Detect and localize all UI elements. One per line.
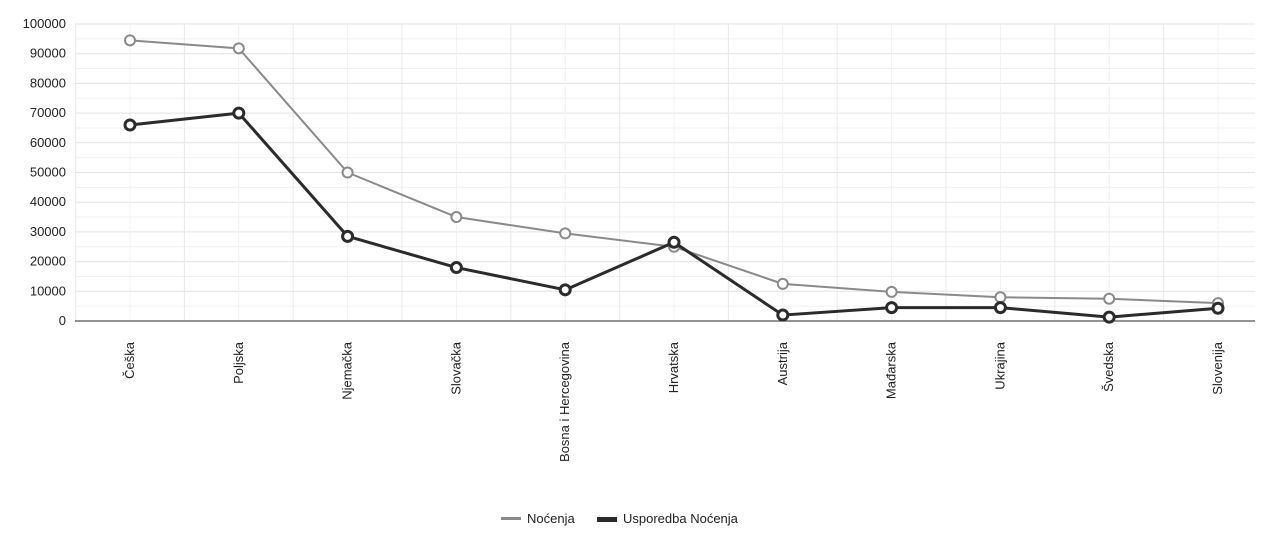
data-point[interactable] [232, 106, 246, 120]
legend-label[interactable]: Usporedba Noćenja [623, 511, 739, 526]
x-tick-label: Češka [122, 341, 137, 379]
legend-swatch [501, 517, 521, 520]
data-point[interactable] [341, 166, 354, 179]
x-tick-label: Ukrajina [992, 341, 1007, 389]
grid [75, 23, 1255, 322]
data-point[interactable] [885, 285, 898, 298]
y-tick-label: 60000 [30, 135, 66, 150]
data-point[interactable] [232, 42, 245, 55]
data-point[interactable] [124, 34, 136, 47]
data-point[interactable] [667, 235, 681, 249]
x-tick-label: Slovačka [448, 341, 463, 395]
y-tick-label: 90000 [30, 46, 66, 61]
y-tick-label: 80000 [30, 75, 66, 90]
y-tick-label: 40000 [30, 194, 66, 209]
data-point[interactable] [776, 277, 789, 290]
data-point[interactable] [341, 229, 355, 243]
legend-label[interactable]: Noćenja [527, 511, 575, 526]
x-tick-label: Njemačka [340, 341, 355, 400]
y-tick-label: 10000 [30, 283, 66, 298]
x-tick-label: Bosna i Hercegovina [557, 341, 572, 462]
y-axis: 0 10000 20000 30000 40000 50000 60000 70000 8000… [23, 16, 66, 328]
x-axis: Češka Poljska Njemačka Slovačka Bosna i Herc… [75, 320, 1255, 462]
data-point[interactable] [1103, 292, 1116, 305]
y-tick-label: 50000 [30, 165, 66, 180]
data-point[interactable] [123, 118, 137, 132]
data-point[interactable] [993, 301, 1007, 315]
x-tick-label: Švedska [1101, 341, 1116, 392]
x-tick-label: Slovenija [1210, 341, 1225, 395]
x-tick-label: Poljska [231, 341, 246, 384]
data-point[interactable] [885, 301, 899, 315]
data-point[interactable] [450, 211, 463, 224]
y-tick-label: 20000 [30, 254, 66, 269]
y-tick-label: 70000 [30, 105, 66, 120]
data-point[interactable] [559, 227, 572, 240]
data-point[interactable] [558, 283, 572, 297]
legend-swatch [597, 517, 617, 522]
data-point[interactable] [1211, 301, 1225, 315]
x-tick-label: Hrvatska [666, 341, 681, 393]
series-group [123, 34, 1225, 324]
y-tick-label: 0 [59, 313, 66, 328]
x-tick-label: Mađarska [884, 341, 899, 399]
y-tick-label: 30000 [30, 224, 66, 239]
data-point[interactable] [776, 308, 790, 322]
x-tick-label: Austrija [775, 341, 790, 385]
data-point[interactable] [1102, 310, 1116, 324]
data-point[interactable] [449, 261, 463, 275]
legend: Noćenja Usporedba Noćenja [501, 511, 739, 526]
y-tick-label: 100000 [23, 16, 66, 31]
data-point[interactable] [994, 291, 1007, 304]
